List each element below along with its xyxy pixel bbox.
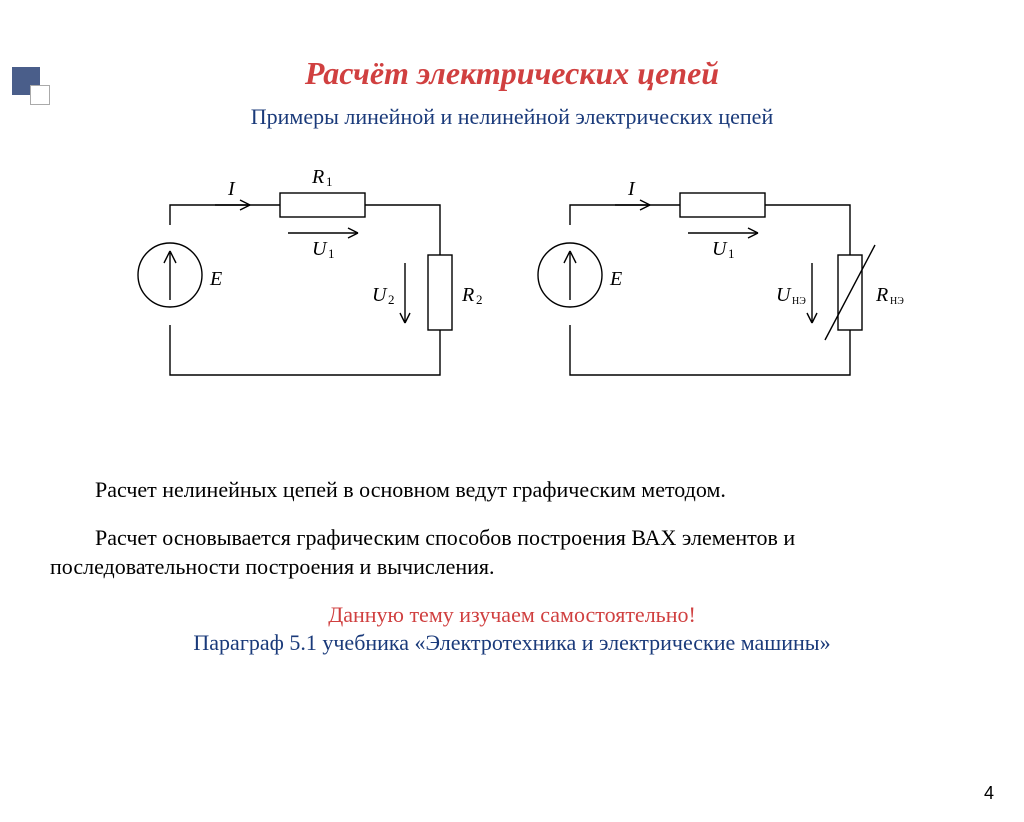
page-number: 4 bbox=[984, 783, 994, 804]
circuit-nonlinear: I E U 1 R НЭ U НЭ bbox=[520, 155, 920, 415]
label-U2-sub: 2 bbox=[388, 292, 395, 307]
page-subtitle: Примеры линейной и нелинейной электричес… bbox=[0, 104, 1024, 130]
label-Rne-sub: НЭ bbox=[890, 296, 904, 307]
label-R1-sub: 1 bbox=[326, 174, 333, 189]
label-Rne: R bbox=[875, 284, 888, 306]
label-U1: U bbox=[312, 238, 328, 260]
label-E: E bbox=[209, 268, 222, 290]
label-U2: U bbox=[372, 284, 388, 306]
circuit-linear: I E R 1 U 1 R 2 U 2 bbox=[120, 155, 490, 415]
note-red: Данную тему изучаем самостоятельно! bbox=[0, 602, 1024, 628]
label-U1-sub: 1 bbox=[328, 246, 335, 261]
note-blue: Параграф 5.1 учебника «Электротехника и … bbox=[0, 630, 1024, 656]
page-title: Расчёт электрических цепей bbox=[0, 55, 1024, 92]
circuit-diagrams: I E R 1 U 1 R 2 U 2 bbox=[0, 155, 1024, 435]
label-R2: R bbox=[461, 284, 474, 306]
label-I-r: I bbox=[627, 178, 636, 200]
label-I: I bbox=[227, 178, 236, 200]
label-U1-sub-r: 1 bbox=[728, 246, 735, 261]
paragraph-1: Расчет нелинейных цепей в основном ведут… bbox=[50, 475, 974, 505]
label-Une: U bbox=[776, 284, 792, 306]
label-Une-sub: НЭ bbox=[792, 296, 806, 307]
label-U1-r: U bbox=[712, 238, 728, 260]
label-R1: R bbox=[311, 166, 324, 188]
label-R2-sub: 2 bbox=[476, 292, 483, 307]
label-E-r: E bbox=[609, 268, 622, 290]
paragraph-2: Расчет основывается графическим способов… bbox=[50, 523, 974, 582]
